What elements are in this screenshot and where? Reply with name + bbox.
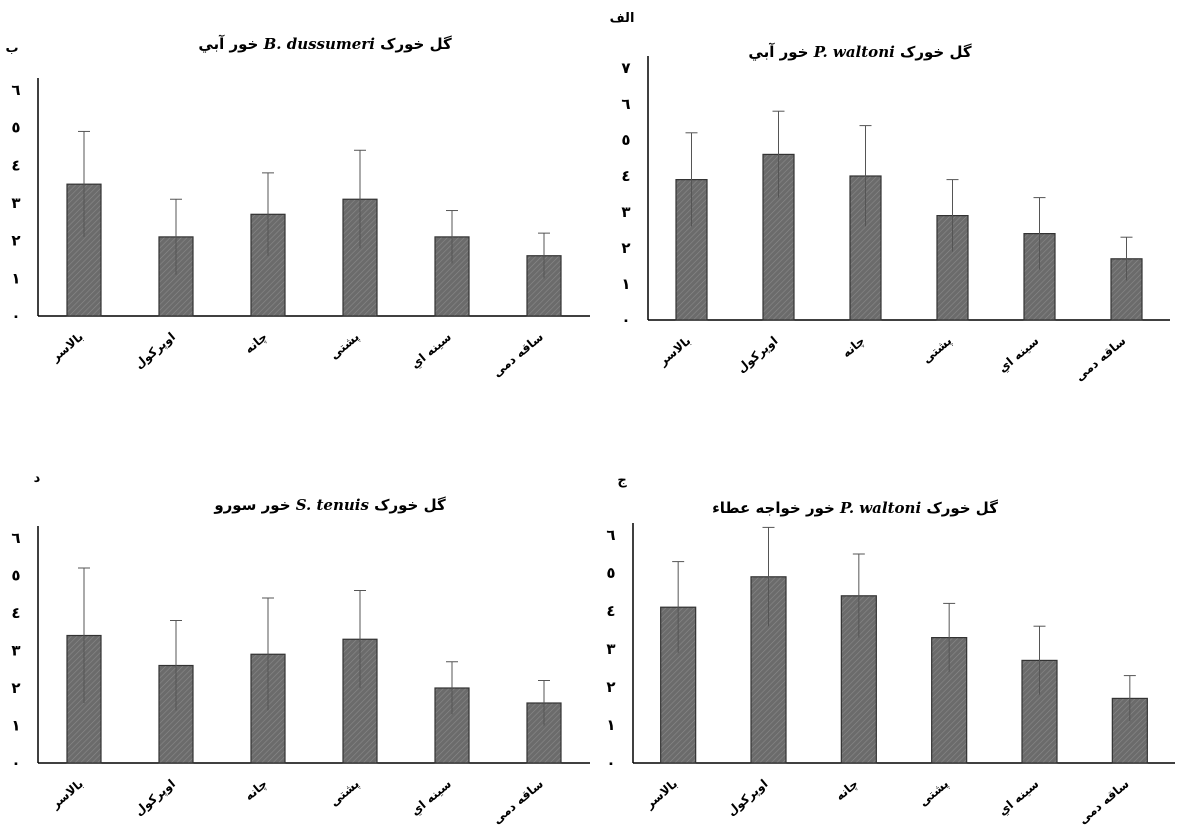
chart-panel-jim: ج گل خورک P. waltoni خور خواجه عطاء ٠ ١ ٢ ٣… [600, 430, 1177, 830]
title-suffix: خور خواجه عطاء [712, 499, 835, 517]
x-tick-label: ساقه دمی [490, 777, 546, 827]
bar-chart-dal: د گل خورک S. tenuis خور سورو ٠ ١ ٢ ٣ ٤ ٥ ٦ بالا… [11, 471, 590, 827]
title-species: P. waltoni [813, 43, 895, 61]
bar-chart-jim: ج گل خورک P. waltoni خور خواجه عطاء ٠ ١ ٢ ٣… [606, 473, 1175, 827]
x-tick-label: سينه اي [996, 777, 1042, 819]
title-species: B. dussumeri [263, 35, 376, 53]
y-tick-label: ٥ [11, 567, 20, 585]
chart-panel-alef: الف گل خورک P. waltoni خور آبي ٠ ١ ٢ ٣ ٤ ٥ ٦ ٧ ب… [600, 0, 1177, 400]
title-suffix: خور سورو [213, 496, 290, 514]
y-tick-label: ٥ [606, 564, 615, 582]
y-tick-label: ٢ [606, 678, 615, 696]
bar-chart-alef: الف گل خورک P. waltoni خور آبي ٠ ١ ٢ ٣ ٤ ٥ ٦ ٧ ب… [610, 11, 1170, 384]
y-tick-label: ٢ [11, 679, 20, 697]
panel-letter: ج [617, 473, 627, 488]
title-prefix: گل خورک [380, 35, 452, 53]
x-tick-label: ساقه دمی [490, 330, 546, 380]
panel-letter: د [34, 471, 41, 486]
y-tick-label: ١ [11, 717, 20, 735]
y-tick-label: ٣ [606, 640, 615, 658]
x-tick-label: بالاسر [642, 777, 680, 812]
x-tick-label: چانه [242, 330, 270, 357]
chart-title: گل خورک P. waltoni خور آبي [748, 43, 971, 61]
title-species: P. waltoni [839, 499, 921, 517]
y-tick-label: ٥ [11, 119, 20, 137]
x-tick-label: اوپركول [132, 330, 179, 373]
x-tick-label: بالاسر [48, 777, 86, 812]
y-tick-label: ٥ [621, 131, 630, 149]
x-tick-label: سينه اي [408, 777, 454, 819]
y-tick-label: ٠ [606, 754, 615, 772]
panel-letter: الف [610, 11, 635, 26]
x-tick-label: سينه اي [408, 330, 454, 372]
x-tick-label: پشتی [920, 334, 955, 366]
y-tick-label: ٢ [11, 232, 20, 250]
x-tick-label: چانه [242, 777, 270, 804]
x-tick-label: بالاسر [48, 330, 86, 365]
x-tick-label: اوپركول [734, 334, 781, 377]
panel-letter: ب [5, 41, 18, 56]
x-tick-label: ساقه دمی [1072, 334, 1128, 384]
y-tick-label: ٤ [11, 604, 20, 622]
title-prefix: گل خورک [374, 496, 446, 514]
y-tick-label: ٣ [11, 194, 20, 212]
y-tick-label: ٤ [11, 156, 20, 174]
x-tick-label: بالاسر [655, 334, 693, 369]
title-species: S. tenuis [296, 496, 370, 514]
y-tick-label: ٦ [11, 81, 20, 99]
title-suffix: خور آبي [198, 35, 258, 53]
title-suffix: خور آبي [748, 43, 808, 61]
y-tick-label: ١ [11, 269, 20, 287]
y-tick-label: ٧ [621, 59, 630, 77]
title-prefix: گل خورک [900, 43, 972, 61]
title-prefix: گل خورک [926, 499, 998, 517]
y-tick-label: ١ [606, 716, 615, 734]
chart-title: گل خورک S. tenuis خور سورو [213, 496, 446, 514]
y-tick-label: ١ [621, 275, 630, 293]
x-tick-label: چانه [833, 777, 861, 804]
x-tick-label: چانه [839, 334, 867, 361]
x-tick-label: اوپركول [132, 777, 179, 820]
y-tick-label: ٣ [621, 203, 630, 221]
y-tick-label: ٦ [621, 95, 630, 113]
y-tick-label: ٤ [621, 167, 630, 185]
x-tick-label: ساقه دمی [1076, 777, 1132, 827]
y-tick-label: ٦ [606, 526, 615, 544]
x-tick-label: پشتی [327, 777, 362, 809]
chart-title: گل خورک B. dussumeri خور آبي [198, 35, 452, 53]
y-tick-label: ٤ [606, 602, 615, 620]
y-tick-label: ٠ [11, 307, 20, 325]
y-tick-label: ٠ [621, 311, 630, 329]
y-tick-label: ٦ [11, 529, 20, 547]
chart-panel-dal: د گل خورک S. tenuis خور سورو ٠ ١ ٢ ٣ ٤ ٥ ٦ بالا… [0, 430, 600, 830]
chart-title: گل خورک P. waltoni خور خواجه عطاء [712, 499, 998, 517]
x-tick-label: سينه اي [996, 334, 1042, 376]
y-tick-label: ٢ [621, 239, 630, 257]
x-tick-label: اوپركول [724, 777, 771, 820]
x-tick-label: پشتی [327, 330, 362, 362]
chart-panel-be: ب گل خورک B. dussumeri خور آبي ٠ ١ ٢ ٣ ٤ ٥ ٦ با… [0, 0, 600, 400]
bar-chart-be: ب گل خورک B. dussumeri خور آبي ٠ ١ ٢ ٣ ٤ ٥ ٦ با… [5, 35, 590, 380]
x-tick-label: پشتی [916, 777, 951, 809]
y-tick-label: ٣ [11, 642, 20, 660]
y-tick-label: ٠ [11, 754, 20, 772]
